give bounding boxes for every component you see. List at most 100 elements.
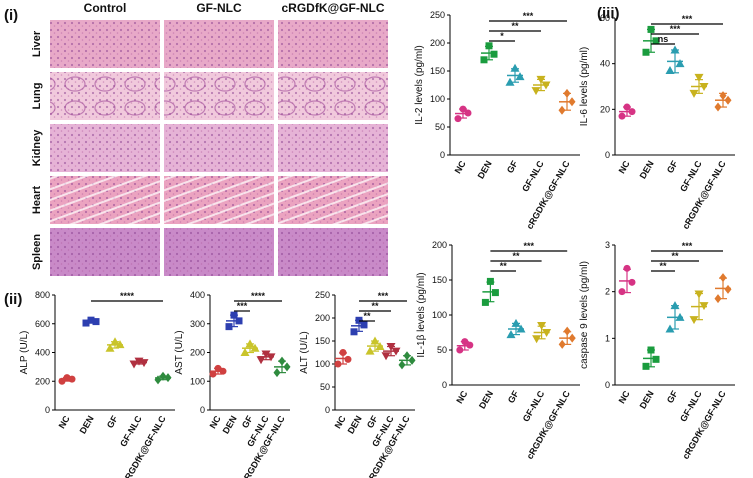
data-point (350, 328, 358, 336)
column-header: GF-NLC (196, 1, 242, 15)
data-point (568, 97, 576, 107)
x-tick-label: NC (57, 414, 72, 431)
data-point (375, 342, 385, 351)
data-point (273, 368, 281, 378)
y-tick-label: 800 (35, 290, 50, 300)
y-axis-label: ALP (U/L) (19, 331, 30, 375)
data-point (261, 350, 271, 359)
data-point (225, 323, 233, 331)
y-tick-label: 1 (605, 333, 610, 343)
significance-label: ** (363, 311, 371, 321)
y-tick-label: 250 (430, 10, 445, 20)
data-point (652, 355, 660, 363)
data-point (642, 362, 650, 370)
x-tick-label: GF (665, 389, 680, 405)
data-point (531, 87, 541, 96)
x-tick-label: GF (105, 414, 120, 430)
y-tick-label: 200 (432, 240, 447, 250)
data-point (714, 294, 722, 304)
x-tick-label: GF (240, 414, 255, 430)
histology-texture (278, 176, 388, 224)
x-tick-label: GF-NLC (678, 389, 704, 424)
significance-label: *** (378, 291, 389, 301)
data-point (209, 370, 217, 378)
histology-texture (278, 20, 388, 68)
data-point (719, 273, 727, 283)
y-tick-label: 50 (320, 382, 330, 392)
data-point (334, 360, 342, 368)
data-point (230, 311, 238, 319)
data-point (724, 95, 732, 105)
y-tick-label: 0 (605, 150, 610, 160)
significance-label: *** (682, 14, 693, 24)
y-tick-label: 60 (600, 13, 610, 23)
data-point (542, 329, 552, 337)
y-tick-label: 100 (190, 376, 205, 386)
data-point (510, 63, 520, 72)
significance-label: ** (511, 21, 519, 31)
significance-label: **** (251, 291, 266, 301)
data-point (719, 91, 727, 101)
significance-label: *** (524, 241, 535, 251)
y-tick-label: 150 (432, 275, 447, 285)
data-point (403, 351, 411, 361)
data-point (536, 75, 546, 84)
histology-texture (50, 124, 160, 172)
y-tick-label: 200 (430, 38, 445, 48)
significance-label: *** (682, 241, 693, 251)
data-point (506, 330, 516, 339)
x-tick-label: NC (333, 414, 348, 431)
y-tick-label: 0 (442, 380, 447, 390)
histology-texture (164, 72, 274, 120)
x-tick-label: NC (617, 159, 632, 176)
data-point (214, 364, 222, 372)
y-tick-label: 100 (432, 310, 447, 320)
histology-texture (164, 176, 274, 224)
data-point (339, 349, 347, 356)
data-point (344, 355, 352, 363)
data-point (618, 288, 626, 296)
data-point (408, 355, 416, 365)
x-tick-label: NC (208, 414, 223, 431)
x-tick-label: DEN (638, 159, 656, 180)
y-axis-label: IL-2 levels (pg/ml) (414, 45, 425, 124)
data-point (386, 343, 396, 352)
histology-texture (278, 72, 388, 120)
data-point (154, 375, 162, 385)
y-tick-label: 150 (430, 66, 445, 76)
x-tick-label: GF-NLC (520, 159, 546, 194)
x-tick-label: NC (617, 389, 632, 406)
x-tick-label: DEN (477, 389, 495, 410)
histology-texture (278, 124, 388, 172)
x-tick-label: GF (505, 159, 520, 175)
x-tick-label: DEN (78, 414, 96, 435)
data-point (58, 377, 66, 385)
data-point (398, 360, 406, 370)
y-tick-label: 600 (35, 319, 50, 329)
histology-texture (164, 20, 274, 68)
y-tick-label: 300 (190, 319, 205, 329)
x-tick-label: DEN (638, 389, 656, 410)
data-point (511, 318, 521, 327)
y-tick-label: 400 (35, 348, 50, 358)
data-point (360, 321, 368, 329)
significance-label: ** (500, 261, 508, 271)
data-point (563, 88, 571, 98)
y-tick-label: 200 (35, 376, 50, 386)
histology-texture (50, 176, 160, 224)
y-tick-label: 0 (440, 150, 445, 160)
data-point (370, 336, 380, 345)
significance-label: ns (658, 34, 669, 44)
data-point (694, 73, 704, 82)
data-point (490, 50, 498, 58)
data-point (459, 105, 467, 113)
data-point (515, 72, 525, 81)
y-tick-label: 200 (315, 313, 330, 323)
row-label: Heart (31, 186, 43, 214)
data-point (466, 341, 474, 349)
y-tick-label: 200 (190, 348, 205, 358)
y-tick-label: 100 (315, 359, 330, 369)
y-axis-label: IL-1β levels (pg/ml) (416, 272, 427, 357)
significance-label: *** (237, 301, 248, 311)
